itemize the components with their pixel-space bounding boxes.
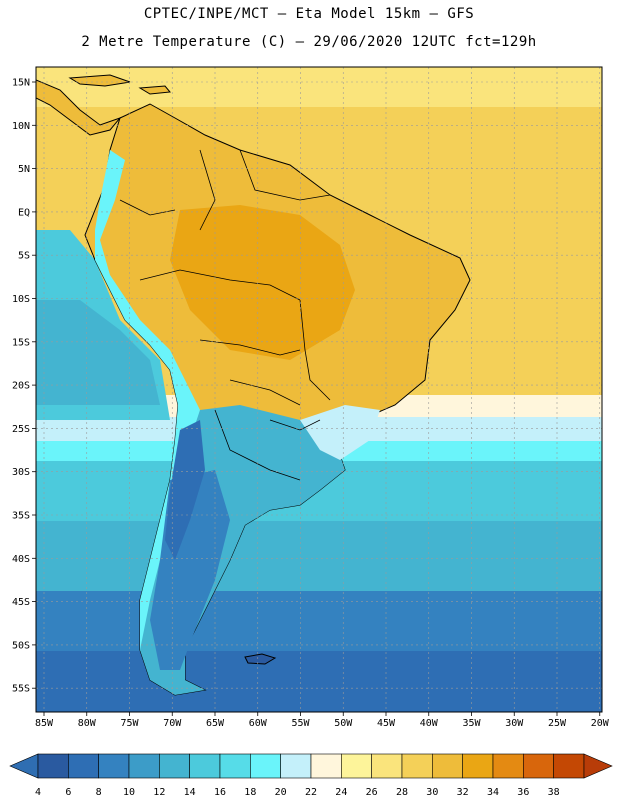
ocean-cold-band: [36, 651, 602, 712]
lat-label: 50S: [12, 640, 30, 651]
country-borders: [119, 149, 331, 481]
colorbar-swatch: [492, 753, 524, 779]
caribbean-islands: [68, 74, 171, 95]
colorbar-swatch: [250, 753, 281, 779]
lat-label: 35S: [12, 511, 30, 522]
colorbar-swatch: [189, 753, 221, 779]
lat-label: 10N: [12, 121, 30, 132]
colorbar-label: 4: [35, 787, 41, 798]
colorbar-labels: 4 6 8 10 12 14 16 18 20 22 24 26 28 30 32 34 36 38: [35, 787, 560, 798]
latitude-labels: 15N 10N 5N EQ 5S 10S 15S 20S 25S 30S 35S 40S 45S 50S 5…: [12, 78, 36, 695]
colorbar-swatch: [310, 753, 342, 779]
colorbar-swatch: [98, 753, 130, 779]
lat-label: 20S: [12, 381, 30, 392]
colorbar-swatch: [37, 753, 69, 779]
lon-label: 30W: [505, 718, 524, 729]
graticule: [36, 67, 602, 712]
amazon-hot-zone: [170, 205, 355, 360]
ocean-mid-band: [36, 521, 602, 591]
lon-label: 45W: [377, 718, 396, 729]
lat-label: 30S: [12, 467, 30, 478]
lat-label: 5S: [18, 251, 30, 262]
colorbar-swatch: [553, 753, 585, 779]
colorbar-label: 36: [517, 787, 529, 798]
colorbar-label: 38: [548, 787, 560, 798]
colorbar: 4 6 8 10 12 14 16 18 20 22 24 26 28 30 32 34 36 38: [9, 753, 613, 798]
lat-label: 55S: [12, 684, 30, 695]
colorbar-swatch: [280, 753, 312, 779]
lat-label: 10S: [12, 294, 30, 305]
andes-deep-cold: [165, 420, 205, 560]
colorbar-label: 18: [244, 787, 256, 798]
ocean-cool-band: [36, 591, 602, 651]
colorbar-label: 26: [366, 787, 378, 798]
colorbar-swatch: [432, 753, 463, 779]
lon-label: 80W: [78, 718, 97, 729]
colorbar-label: 16: [214, 787, 226, 798]
colorbar-label: 22: [305, 787, 317, 798]
colorbar-swatch: [523, 753, 554, 779]
colorbar-high-arrow: [583, 753, 613, 779]
colorbar-swatch: [341, 753, 372, 779]
colorbar-label: 20: [275, 787, 287, 798]
colorbar-swatches: [37, 753, 585, 779]
colorbar-swatch: [462, 753, 494, 779]
lat-label: 45S: [12, 597, 30, 608]
map-frame: [35, 66, 603, 713]
map-title: CPTEC/INPE/MCT – Eta Model 15km – GFS: [143, 6, 475, 22]
colorbar-label: 10: [123, 787, 135, 798]
lon-label: 65W: [206, 718, 225, 729]
colorbar-label: 32: [457, 787, 469, 798]
lat-label: 25S: [12, 424, 30, 435]
colorbar-swatch: [68, 753, 99, 779]
colorbar-label: 14: [184, 787, 196, 798]
colorbar-label: 30: [426, 787, 438, 798]
colorbar-low-arrow: [9, 753, 39, 779]
colorbar-swatch: [128, 753, 160, 779]
ocean-hot-band: [36, 67, 602, 107]
longitude-labels: 85W 80W 75W 70W 65W 60W 55W 50W 45W 40W 35W 30W 25W 2…: [35, 712, 610, 729]
colorbar-label: 8: [96, 787, 102, 798]
colorbar-label: 34: [487, 787, 499, 798]
colorbar-swatch: [401, 753, 433, 779]
lat-label: EQ: [18, 207, 30, 218]
lon-label: 85W: [35, 718, 54, 729]
colorbar-swatch: [219, 753, 251, 779]
lon-label: 55W: [291, 718, 310, 729]
lat-label: 15S: [12, 337, 30, 348]
falkland-islands: [244, 653, 277, 665]
colorbar-label: 6: [65, 787, 71, 798]
lon-label: 20W: [591, 718, 610, 729]
lon-label: 75W: [120, 718, 139, 729]
lat-label: 5N: [18, 164, 30, 175]
lon-label: 70W: [163, 718, 182, 729]
pacific-cool-tongue-2: [36, 300, 160, 405]
colorbar-swatch: [159, 753, 190, 779]
lon-label: 25W: [548, 718, 567, 729]
central-america-land: [36, 79, 122, 136]
colorbar-label: 28: [396, 787, 408, 798]
south-brazil-warm-band: [300, 405, 380, 460]
lat-label: 15N: [12, 78, 30, 89]
colorbar-label: 24: [335, 787, 347, 798]
lon-label: 60W: [249, 718, 268, 729]
lat-label: 40S: [12, 554, 30, 565]
lon-label: 50W: [334, 718, 353, 729]
map-subtitle: 2 Metre Temperature (C) – 29/06/2020 12U…: [81, 34, 537, 50]
colorbar-label: 12: [153, 787, 165, 798]
map-plot-area: [36, 67, 602, 712]
andes-cold-strip: [95, 150, 200, 660]
lon-label: 35W: [462, 718, 481, 729]
lon-label: 40W: [420, 718, 439, 729]
colorbar-swatch: [371, 753, 403, 779]
